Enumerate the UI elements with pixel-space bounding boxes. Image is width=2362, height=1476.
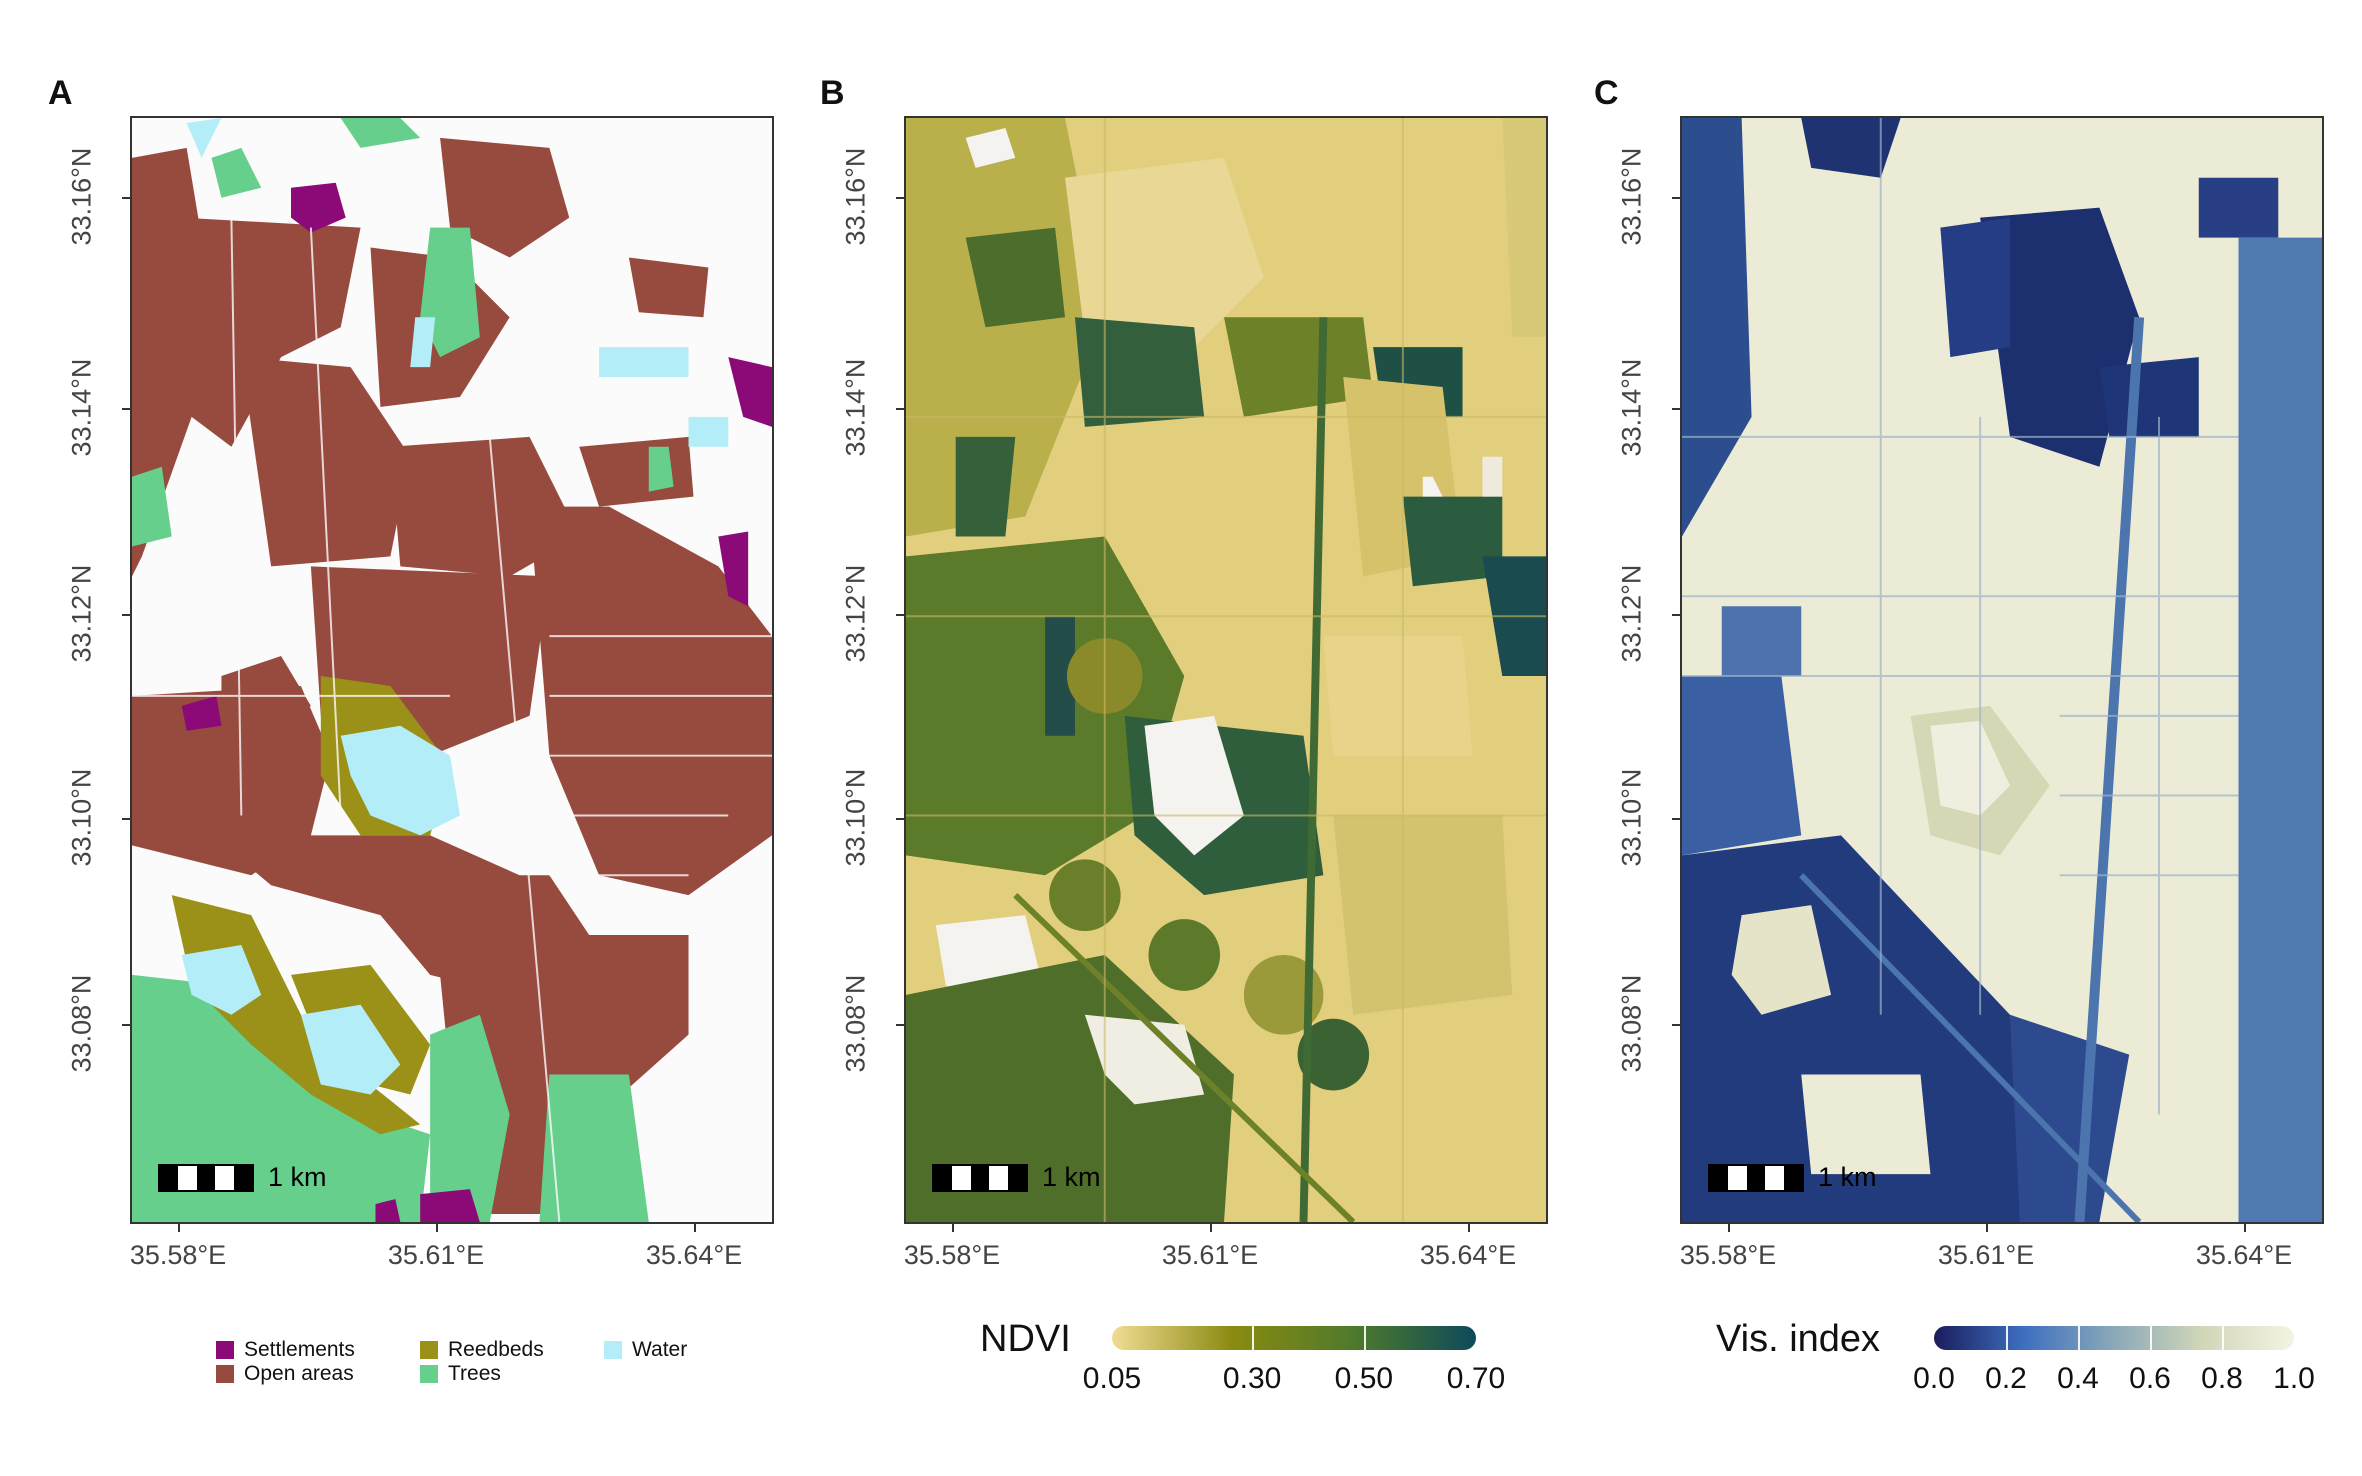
y-tick-label: 33.16°N: [1616, 147, 1647, 246]
x-tick-label: 35.58°E: [1679, 1240, 1777, 1270]
ndvi-map: [904, 116, 1548, 1224]
y-tick-mark: [1672, 408, 1680, 410]
colorbar-tick-label: 0.8: [2201, 1362, 2243, 1395]
y-tick-label: 33.10°N: [840, 768, 871, 867]
x-tick-label: 35.58°E: [129, 1240, 227, 1270]
x-tick-label: 35.64°E: [645, 1240, 743, 1270]
x-tick-label: 35.58°E: [903, 1240, 1001, 1270]
legend-swatch: [216, 1365, 234, 1383]
ndvi-colorbar-title: NDVI: [980, 1318, 1071, 1360]
scale-bar-label: 1 km: [1818, 1162, 1877, 1192]
y-tick-mark: [1672, 1024, 1680, 1026]
colorbar-tick-label: 0.0: [1913, 1362, 1955, 1395]
x-tick-label: 35.61°E: [1937, 1240, 2035, 1270]
colorbar-tick-label: 0.70: [1446, 1362, 1506, 1395]
y-tick-mark: [1672, 197, 1680, 199]
legend-label: Water: [632, 1338, 688, 1361]
x-tick-label: 35.64°E: [1419, 1240, 1517, 1270]
colorbar-tick-mark: [1252, 1326, 1255, 1350]
colorbar-tick-label: 1.0: [2273, 1362, 2315, 1395]
y-tick-mark: [1672, 614, 1680, 616]
ndvi-colorbar: [1112, 1326, 1476, 1350]
y-tick-label: 33.12°N: [1616, 564, 1647, 663]
legend-swatch: [216, 1341, 234, 1359]
scale-bar-graphic: [1708, 1163, 1804, 1192]
x-tick-label: 35.61°E: [387, 1240, 485, 1270]
colorbar-tick-mark: [1363, 1326, 1366, 1350]
legend-item-trees: Trees: [420, 1362, 501, 1386]
scale-bar-graphic: [158, 1163, 254, 1192]
x-tick-mark: [2244, 1224, 2246, 1232]
y-tick-mark: [896, 614, 904, 616]
y-tick-label: 33.12°N: [66, 564, 97, 663]
y-tick-label: 33.08°N: [1616, 974, 1647, 1073]
legend-label: Trees: [448, 1362, 501, 1385]
vis-index-colorbar-title: Vis. index: [1716, 1318, 1881, 1360]
y-tick-mark: [122, 408, 130, 410]
x-tick-label: 35.61°E: [1161, 1240, 1259, 1270]
y-tick-label: 33.14°N: [1616, 358, 1647, 457]
x-tick-mark: [436, 1224, 438, 1232]
scale-bar-label: 1 km: [1042, 1162, 1101, 1192]
panel-letter-c: C: [1594, 74, 1619, 112]
y-tick-mark: [122, 614, 130, 616]
x-tick-mark: [178, 1224, 180, 1232]
y-tick-mark: [122, 1024, 130, 1026]
legend-label: Reedbeds: [448, 1338, 544, 1361]
legend-item-water: Water: [604, 1338, 687, 1362]
scale-bar-c: 1 km: [1708, 1162, 1877, 1193]
colorbar-tick-label: 0.4: [2057, 1362, 2099, 1395]
land-cover-map: [130, 116, 774, 1224]
scale-bar-a: 1 km: [158, 1162, 327, 1193]
y-tick-mark: [122, 197, 130, 199]
vis-index-colorbar: [1934, 1326, 2294, 1350]
y-tick-label: 33.16°N: [840, 147, 871, 246]
legend-label: Settlements: [244, 1338, 355, 1361]
colorbar-tick-mark: [2078, 1326, 2080, 1350]
y-tick-mark: [896, 197, 904, 199]
scale-bar-b: 1 km: [932, 1162, 1101, 1193]
legend-label: Open areas: [244, 1362, 354, 1385]
y-tick-label: 33.14°N: [840, 358, 871, 457]
legend-item-settlements: Settlements: [216, 1338, 355, 1362]
colorbar-tick-mark: [2150, 1326, 2152, 1350]
x-tick-mark: [694, 1224, 696, 1232]
panel-letter-a: A: [48, 74, 73, 112]
y-tick-mark: [1672, 818, 1680, 820]
legend-swatch: [420, 1341, 438, 1359]
x-tick-label: 35.64°E: [2195, 1240, 2293, 1270]
legend-swatch: [420, 1365, 438, 1383]
x-tick-mark: [1210, 1224, 1212, 1232]
panel-letter-b: B: [820, 74, 845, 112]
scale-bar-label: 1 km: [268, 1162, 327, 1192]
scale-bar-graphic: [932, 1163, 1028, 1192]
x-tick-mark: [1468, 1224, 1470, 1232]
y-tick-label: 33.08°N: [840, 974, 871, 1073]
colorbar-tick-label: 0.50: [1334, 1362, 1394, 1395]
x-tick-mark: [1728, 1224, 1730, 1232]
colorbar-tick-label: 0.05: [1082, 1362, 1142, 1395]
legend-item-reedbeds: Reedbeds: [420, 1338, 544, 1362]
y-tick-label: 33.10°N: [1616, 768, 1647, 867]
colorbar-tick-mark: [2222, 1326, 2224, 1350]
vis-index-map: [1680, 116, 2324, 1224]
legend-swatch: [604, 1341, 622, 1359]
y-tick-mark: [122, 818, 130, 820]
y-tick-label: 33.16°N: [66, 147, 97, 246]
colorbar-tick-label: 0.2: [1985, 1362, 2027, 1395]
y-tick-mark: [896, 408, 904, 410]
y-tick-label: 33.14°N: [66, 358, 97, 457]
x-tick-mark: [1986, 1224, 1988, 1232]
colorbar-tick-label: 0.30: [1222, 1362, 1282, 1395]
colorbar-tick-mark: [2006, 1326, 2008, 1350]
y-tick-label: 33.12°N: [840, 564, 871, 663]
y-tick-mark: [896, 1024, 904, 1026]
y-tick-label: 33.10°N: [66, 768, 97, 867]
y-tick-mark: [896, 818, 904, 820]
legend-item-open-areas: Open areas: [216, 1362, 354, 1386]
y-tick-label: 33.08°N: [66, 974, 97, 1073]
colorbar-tick-label: 0.6: [2129, 1362, 2171, 1395]
x-tick-mark: [952, 1224, 954, 1232]
